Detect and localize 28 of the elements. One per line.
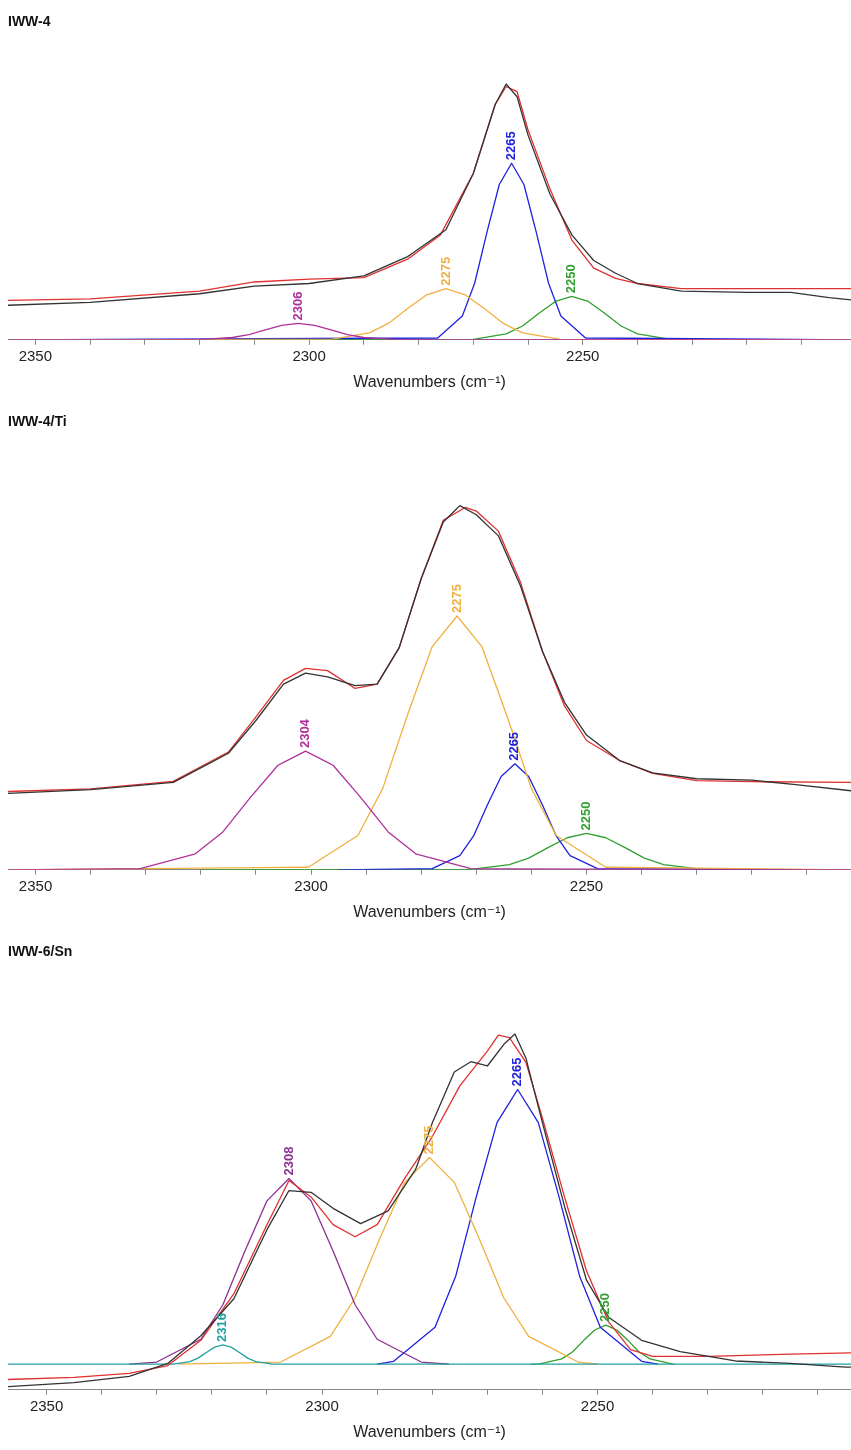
x-tick-label: 2350 bbox=[29, 1396, 64, 1414]
annotation: 2265 bbox=[509, 1057, 525, 1087]
annotation: 2308 bbox=[280, 1146, 296, 1176]
annotation: 2306 bbox=[289, 291, 305, 321]
x-tick-label: 2300 bbox=[294, 876, 328, 894]
chart-title: IWW-4 bbox=[8, 13, 51, 30]
annotation: 2275 bbox=[448, 584, 464, 613]
x-tick-label: 2350 bbox=[18, 346, 53, 364]
x-axis-title: Wavenumbers (cm⁻¹) bbox=[353, 1422, 506, 1440]
annotation: 2250 bbox=[578, 801, 594, 831]
annotation: 2265 bbox=[503, 131, 519, 161]
x-tick-label: 2250 bbox=[566, 346, 600, 364]
annotation: 2275 bbox=[421, 1125, 437, 1155]
annotation: 2250 bbox=[563, 264, 579, 294]
annotation: 2304 bbox=[297, 718, 313, 749]
x-tick-label: 2250 bbox=[580, 1396, 615, 1414]
chart-title: IWW-6/Sn bbox=[8, 943, 73, 960]
x-tick-label: 2300 bbox=[292, 346, 326, 364]
x-tick-label: 2350 bbox=[18, 876, 53, 894]
annotation: 2316 bbox=[214, 1313, 230, 1342]
annotation: 2275 bbox=[437, 256, 453, 286]
annotation: 2265 bbox=[506, 731, 522, 761]
x-axis-title: Wavenumbers (cm⁻¹) bbox=[353, 902, 506, 920]
x-tick-label: 2300 bbox=[305, 1396, 339, 1414]
annotation: 2250 bbox=[597, 1293, 613, 1323]
x-axis-title: Wavenumbers (cm⁻¹) bbox=[353, 372, 506, 390]
chart-title: IWW-4/Ti bbox=[8, 413, 67, 430]
x-tick-label: 2250 bbox=[569, 876, 604, 894]
